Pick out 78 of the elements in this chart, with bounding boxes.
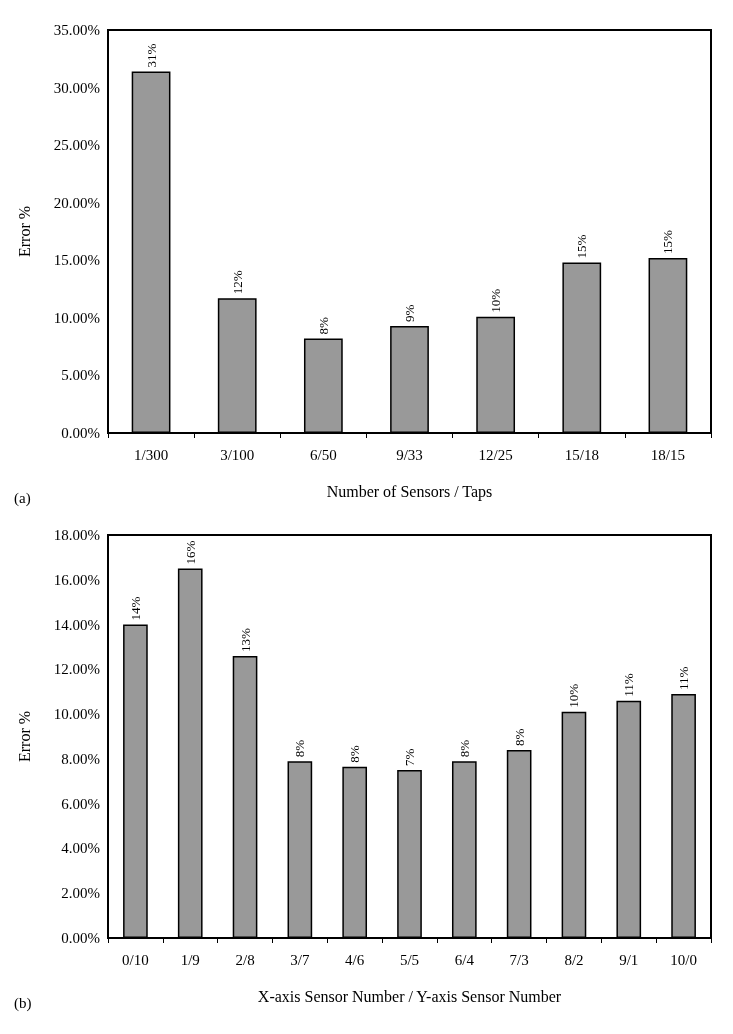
- bar: [177, 568, 203, 938]
- data-label: 13%: [237, 627, 253, 652]
- bar: [561, 711, 587, 938]
- text: (a): [14, 489, 31, 507]
- data-label: 16%: [182, 540, 198, 565]
- bar: [506, 749, 532, 938]
- data-label: 12%: [229, 270, 245, 295]
- bar: [476, 316, 516, 433]
- data-label: 31%: [143, 43, 159, 68]
- x-tick-label: 3/7: [290, 951, 310, 968]
- bar: [562, 262, 602, 433]
- x-tick-label: 9/33: [396, 446, 423, 463]
- data-label: 8%: [315, 317, 331, 335]
- bar: [217, 298, 257, 433]
- y-tick-label: 12.00%: [53, 661, 100, 678]
- data-label: 11%: [621, 673, 637, 697]
- data-label: 8%: [292, 739, 308, 758]
- data-label: 7%: [402, 748, 417, 767]
- x-tick-label: 5/5: [399, 951, 420, 968]
- x-tick-label: 15/18: [564, 446, 599, 463]
- x-tick-label: 9/1: [619, 951, 639, 968]
- y-axis-title: Error %: [15, 205, 33, 258]
- data-label: 9%: [402, 304, 417, 322]
- y-tick-label: 8.00%: [61, 750, 100, 767]
- y-tick-label: 2.00%: [61, 885, 100, 902]
- x-tick-label: 6/4: [454, 951, 475, 968]
- y-tick-label: 10.00%: [53, 309, 100, 326]
- x-tick-label: 8/2: [564, 951, 584, 968]
- data-label: 15%: [660, 229, 676, 254]
- y-tick-label: 4.00%: [61, 840, 100, 857]
- bar: [451, 761, 477, 938]
- bar: [397, 770, 422, 938]
- x-tick-label: 7/3: [509, 951, 529, 968]
- data-label: 10%: [566, 683, 582, 708]
- x-tick-label: 2/8: [235, 951, 255, 968]
- data-label: 10%: [488, 288, 504, 313]
- data-label: 14%: [127, 596, 143, 621]
- y-tick-label: 16.00%: [53, 571, 100, 588]
- x-tick-label: 18/15: [650, 446, 686, 463]
- y-tick-label: 20.00%: [53, 194, 100, 211]
- y-tick-label: 0.00%: [61, 930, 100, 946]
- x-tick-label: 12/25: [478, 446, 513, 463]
- y-tick-label: 6.00%: [61, 795, 100, 812]
- data-label: 8%: [347, 745, 363, 763]
- x-tick-label: 1/300: [133, 446, 169, 463]
- x-axis-title: X-axis Sensor Number / Y-axis Sensor Number: [257, 987, 562, 1005]
- y-tick-label: 30.00%: [53, 79, 100, 96]
- y-tick-label: 0.00%: [61, 425, 100, 441]
- data-label: 11%: [676, 666, 692, 690]
- bar: [342, 766, 368, 938]
- bar: [303, 338, 343, 433]
- y-tick-label: 18.00%: [53, 527, 100, 543]
- bar: [123, 624, 148, 938]
- text: (b): [14, 994, 32, 1012]
- bar: [131, 71, 171, 433]
- data-label: 8%: [511, 728, 527, 746]
- y-tick-label: 15.00%: [53, 252, 100, 269]
- y-tick-label: 25.00%: [53, 137, 100, 154]
- x-tick-label: 10/0: [670, 951, 697, 968]
- y-axis-title: Error %: [15, 710, 33, 763]
- x-tick-label: 0/10: [122, 951, 149, 968]
- x-tick-label: 4/6: [345, 951, 365, 968]
- x-tick-label: 1/9: [180, 951, 200, 968]
- y-tick-label: 35.00%: [53, 22, 100, 38]
- x-tick-label: 6/50: [310, 446, 337, 463]
- y-tick-label: 5.00%: [61, 367, 100, 384]
- bar: [232, 655, 258, 938]
- x-tick-label: 3/100: [220, 446, 255, 463]
- y-tick-label: 10.00%: [53, 706, 100, 723]
- bar: [671, 693, 696, 938]
- bar: [390, 325, 429, 433]
- x-axis-title: Number of Sensors / Taps: [326, 482, 493, 501]
- bar: [287, 761, 313, 938]
- bar: [648, 257, 688, 433]
- data-label: 15%: [574, 234, 590, 259]
- data-label: 8%: [456, 739, 472, 758]
- bar: [616, 700, 642, 938]
- y-tick-label: 14.00%: [53, 616, 100, 633]
